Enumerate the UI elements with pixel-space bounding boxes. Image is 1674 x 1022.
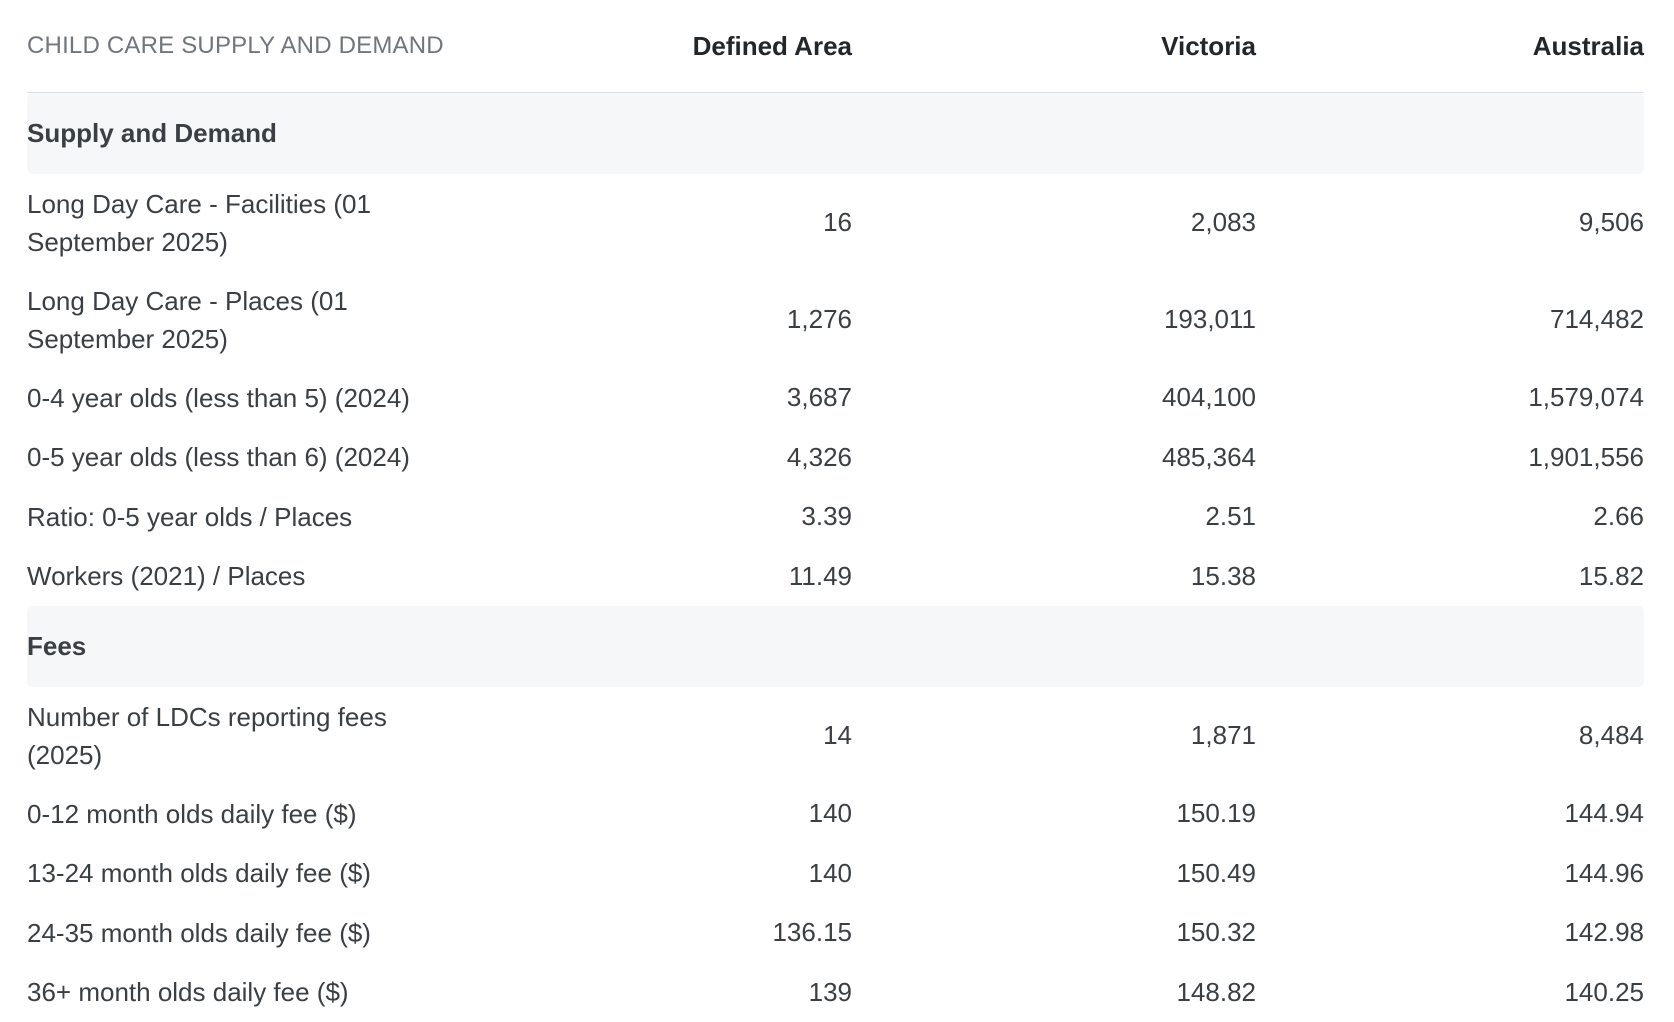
row-label: Number of LDCs reporting fees (2025) xyxy=(27,698,447,774)
row-label: Ratio: 0-5 year olds / Places xyxy=(27,498,447,536)
cell-victoria: 150.49 xyxy=(852,858,1256,889)
cell-victoria: 148.82 xyxy=(852,977,1256,1008)
cell-defined-area: 3.39 xyxy=(447,501,852,532)
cell-defined-area: 3,687 xyxy=(447,382,852,413)
cell-australia: 8,484 xyxy=(1256,720,1644,751)
cell-australia: 1,579,074 xyxy=(1256,382,1644,413)
cell-australia: 15.82 xyxy=(1256,561,1644,592)
cell-defined-area: 139 xyxy=(447,977,852,1008)
table-header: CHILD CARE SUPPLY AND DEMAND Defined Are… xyxy=(27,0,1644,93)
row-label: 13-24 month olds daily fee ($) xyxy=(27,854,447,892)
cell-defined-area: 4,326 xyxy=(447,442,852,473)
table-row: Workers (2021) / Places 11.49 15.38 15.8… xyxy=(27,547,1644,607)
cell-victoria: 150.19 xyxy=(852,798,1256,829)
cell-defined-area: 16 xyxy=(447,207,852,238)
table-row: Long Day Care - Facilities (01 September… xyxy=(27,174,1644,271)
table-row: 0-4 year olds (less than 5) (2024) 3,687… xyxy=(27,368,1644,428)
cell-defined-area: 14 xyxy=(447,720,852,751)
row-label: 0-4 year olds (less than 5) (2024) xyxy=(27,379,447,417)
cell-australia: 144.94 xyxy=(1256,798,1644,829)
section-header-fees: Fees xyxy=(27,606,1644,687)
section-title: Supply and Demand xyxy=(27,118,277,149)
cell-victoria: 2.51 xyxy=(852,501,1256,532)
cell-defined-area: 11.49 xyxy=(447,561,852,592)
row-label: 0-5 year olds (less than 6) (2024) xyxy=(27,438,447,476)
table-row: 0-5 year olds (less than 6) (2024) 4,326… xyxy=(27,428,1644,488)
row-label: Long Day Care - Facilities (01 September… xyxy=(27,185,447,261)
row-label: Long Day Care - Places (01 September 202… xyxy=(27,282,447,358)
cell-australia: 714,482 xyxy=(1256,304,1644,335)
cell-victoria: 404,100 xyxy=(852,382,1256,413)
cell-victoria: 1,871 xyxy=(852,720,1256,751)
column-header-victoria: Victoria xyxy=(852,31,1256,62)
section-title: Fees xyxy=(27,631,86,662)
row-label: 0-12 month olds daily fee ($) xyxy=(27,795,447,833)
table-row: Ratio: 0-5 year olds / Places 3.39 2.51 … xyxy=(27,487,1644,547)
cell-defined-area: 1,276 xyxy=(447,304,852,335)
column-header-defined-area: Defined Area xyxy=(447,31,852,62)
cell-australia: 144.96 xyxy=(1256,858,1644,889)
cell-defined-area: 140 xyxy=(447,798,852,829)
section-header-supply-demand: Supply and Demand xyxy=(27,93,1644,174)
cell-victoria: 2,083 xyxy=(852,207,1256,238)
table-row: Long Day Care - Places (01 September 202… xyxy=(27,271,1644,368)
child-care-table: CHILD CARE SUPPLY AND DEMAND Defined Are… xyxy=(27,0,1644,1022)
table-row: 36+ month olds daily fee ($) 139 148.82 … xyxy=(27,963,1644,1022)
table-row: 24-35 month olds daily fee ($) 136.15 15… xyxy=(27,903,1644,963)
cell-victoria: 193,011 xyxy=(852,304,1256,335)
cell-australia: 2.66 xyxy=(1256,501,1644,532)
table-row: Number of LDCs reporting fees (2025) 14 … xyxy=(27,687,1644,784)
cell-australia: 142.98 xyxy=(1256,917,1644,948)
cell-australia: 140.25 xyxy=(1256,977,1644,1008)
column-header-australia: Australia xyxy=(1256,31,1644,62)
table-title: CHILD CARE SUPPLY AND DEMAND xyxy=(27,27,447,65)
cell-defined-area: 136.15 xyxy=(447,917,852,948)
table-row: 0-12 month olds daily fee ($) 140 150.19… xyxy=(27,784,1644,844)
cell-defined-area: 140 xyxy=(447,858,852,889)
cell-victoria: 150.32 xyxy=(852,917,1256,948)
row-label: 24-35 month olds daily fee ($) xyxy=(27,914,447,952)
cell-victoria: 15.38 xyxy=(852,561,1256,592)
row-label: 36+ month olds daily fee ($) xyxy=(27,973,447,1011)
table-row: 13-24 month olds daily fee ($) 140 150.4… xyxy=(27,844,1644,904)
cell-victoria: 485,364 xyxy=(852,442,1256,473)
cell-australia: 9,506 xyxy=(1256,207,1644,238)
cell-australia: 1,901,556 xyxy=(1256,442,1644,473)
row-label: Workers (2021) / Places xyxy=(27,557,447,595)
